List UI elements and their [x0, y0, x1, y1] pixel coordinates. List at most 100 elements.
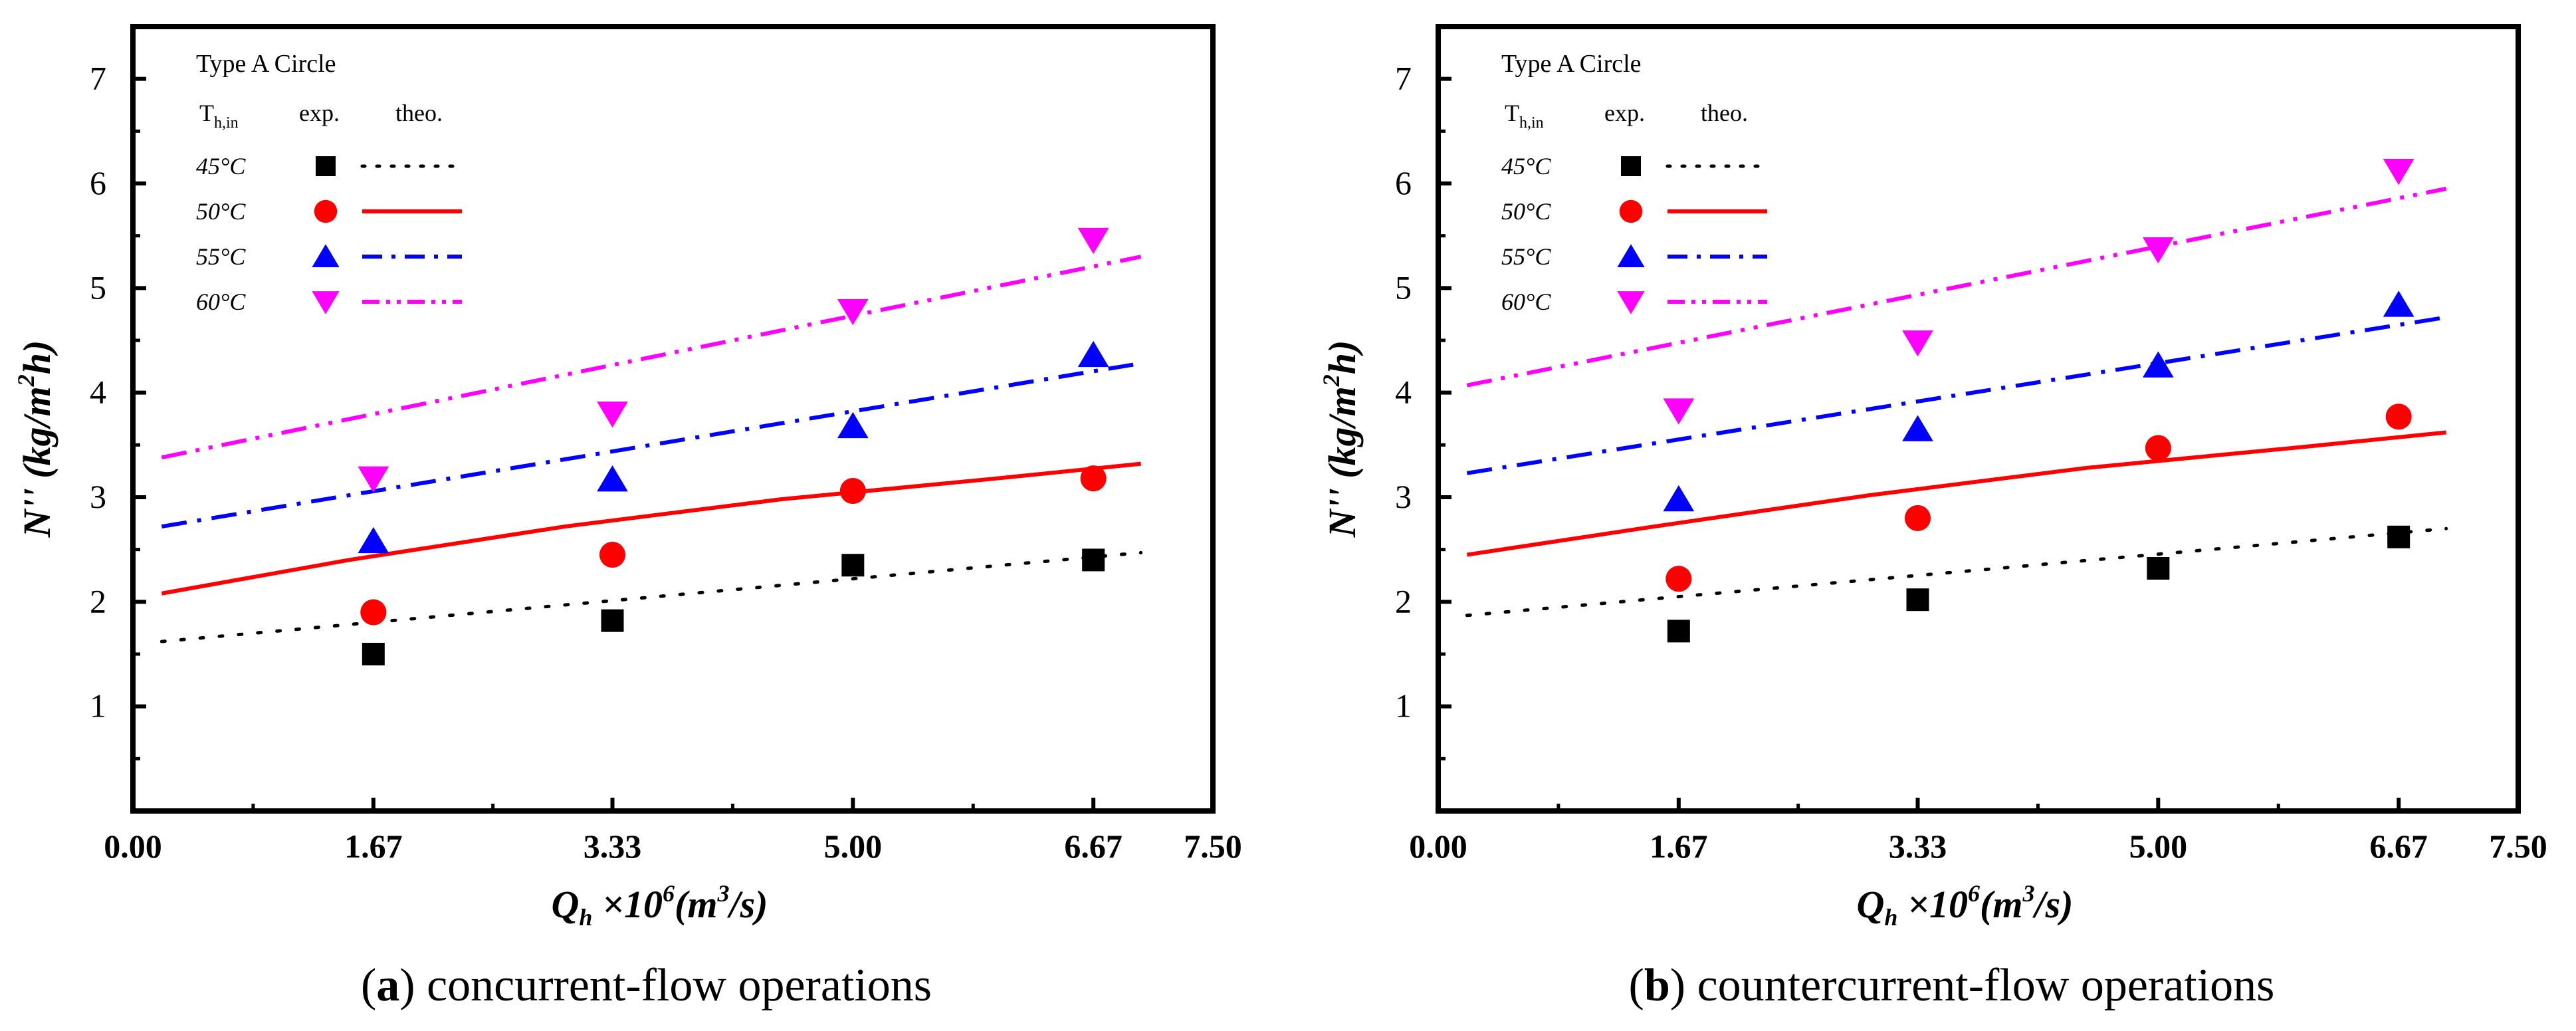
theo-line-1: [1466, 430, 2446, 557]
data-point-s3-3: [1077, 227, 1109, 255]
y-tick-label: 7: [1395, 60, 1412, 97]
xlabel-rest1: ×10: [1897, 883, 1968, 926]
theo-line-3: [161, 255, 1142, 460]
y-tick-label: 2: [1395, 582, 1412, 620]
caption-letter: b: [1644, 960, 1670, 1011]
chart-panel-a: 0.00 1.67 3.33 5.00 6.67 7.50 1 2 3 4 5 6 7 Type A Ci…: [13, 24, 1242, 1011]
figure-caption: (a) concurrent-flow operations: [361, 960, 932, 1011]
legend-series-name: 55°C: [1501, 243, 1551, 270]
data-point-s2-1: [597, 465, 628, 492]
data-point-s3-1: [1902, 330, 1933, 357]
legend-series-name: 55°C: [196, 243, 246, 270]
legend-series-name: 45°C: [1501, 153, 1551, 179]
caption-text: concurrent-flow operations: [415, 960, 932, 1011]
x-axis-label: Qh ×106(m3/s): [1857, 880, 2074, 931]
panel-title: Type A Circle: [1501, 50, 1642, 78]
legend-header-exp: exp.: [1604, 100, 1645, 126]
data-point-s0-2: [2147, 556, 2170, 580]
caption-open-paren: (: [361, 960, 376, 1011]
data-point-s1-0: [1665, 566, 1692, 592]
data-point-s0-0: [362, 643, 385, 665]
legend-marker-3: [312, 291, 340, 314]
x-tick-label: 1.67: [1650, 828, 1708, 865]
data-point-s1-2: [2145, 435, 2171, 461]
data-point-s2-2: [837, 411, 869, 439]
ylabel-sup: 2: [1318, 374, 1344, 387]
data-point-s1-3: [2385, 403, 2412, 430]
data-point-s2-3: [2383, 290, 2415, 317]
legend-header-exp: exp.: [299, 100, 340, 126]
plot-frame: [1436, 24, 2521, 814]
ylabel-main: N'' (kg/m: [1321, 386, 1364, 538]
legend-marker-0: [1621, 156, 1641, 176]
xlabel-rest2: (m: [1980, 883, 2022, 926]
ylabel-main: N'' (kg/m: [15, 386, 58, 538]
data-point-s2-0: [358, 526, 389, 554]
data-point-s1-1: [1904, 505, 1931, 532]
legend-marker-2: [312, 244, 340, 267]
legend-series-name: 50°C: [196, 198, 246, 225]
y-tick-label: 1: [90, 687, 106, 725]
theo-line-2: [1466, 315, 2447, 475]
legend-temp-sub: h,in: [214, 114, 239, 132]
x-tick-label: 5.00: [824, 828, 883, 865]
panel-title: Type A Circle: [196, 50, 336, 78]
x-tick-label: 1.67: [344, 828, 403, 865]
caption-close-paren: ): [399, 960, 415, 1011]
ylabel-rest: h): [15, 340, 58, 375]
data-point-s2-3: [1077, 340, 1109, 368]
legend-series-name: 60°C: [196, 288, 246, 315]
theo-line-3: [1466, 186, 2447, 388]
y-tick-label: 3: [90, 478, 106, 515]
x-tick-label: 6.67: [1064, 828, 1123, 865]
xlabel-sub: h: [1884, 904, 1897, 931]
legend-marker-3: [1617, 291, 1645, 314]
xlabel-sup2: 3: [716, 880, 729, 907]
legend-header-theo: theo.: [395, 100, 443, 126]
legend-marker-2: [1617, 244, 1645, 267]
legend-marker-1: [1619, 199, 1643, 223]
legend: Th,in exp. theo. 45°C 50°C 55°C 60°C: [1501, 100, 1769, 315]
x-tick-label: 3.33: [1889, 828, 1947, 865]
legend-header-theo: theo.: [1701, 100, 1748, 126]
legend-temp-main: T: [1505, 100, 1519, 126]
y-tick-label: 5: [90, 269, 106, 306]
y-tick-label: 2: [90, 582, 106, 620]
x-tick-label: 6.67: [2369, 828, 2428, 865]
theo-line-1: [161, 461, 1141, 596]
data-point-s0-1: [1906, 588, 1929, 612]
y-tick-label: 6: [1395, 164, 1412, 201]
legend-marker-1: [314, 199, 338, 223]
y-tick-label: 1: [1395, 687, 1412, 725]
data-point-s3-3: [2383, 159, 2415, 185]
y-tick-label: 4: [90, 374, 106, 411]
data-point-s2-2: [2142, 351, 2174, 378]
y-tick-label: 5: [1395, 269, 1412, 306]
legend-temp-sub: h,in: [1519, 114, 1544, 132]
xlabel-sub: h: [579, 904, 592, 931]
data-point-s3-1: [597, 401, 628, 428]
y-axis-label: N'' (kg/m2h): [13, 340, 58, 538]
y-tick-label: 3: [1395, 478, 1412, 515]
xlabel-sup: 6: [663, 880, 675, 907]
xlabel-sup: 6: [1968, 880, 1980, 907]
xlabel-rest3: /s): [2032, 883, 2073, 926]
legend-series-name: 60°C: [1501, 288, 1551, 315]
y-tick-label: 6: [90, 164, 106, 201]
data-point-s1-0: [360, 599, 387, 626]
ylabel-rest: h): [1321, 340, 1364, 375]
x-tick-label: 5.00: [2129, 828, 2188, 865]
data-point-s0-0: [1667, 620, 1690, 643]
data-point-s1-3: [1080, 465, 1107, 492]
x-tick-label: 0.00: [1409, 828, 1467, 865]
legend-header-temp: Th,in: [1505, 100, 1544, 132]
ylabel-sup: 2: [13, 374, 39, 387]
x-tick-label: 3.33: [584, 828, 642, 865]
x-tick-label: 7.50: [2489, 828, 2547, 865]
x-tick-label: 0.00: [104, 828, 162, 865]
data-point-s3-2: [2142, 237, 2174, 264]
figure-caption: (b) countercurrent-flow operations: [1629, 960, 2275, 1011]
xlabel-rest1: ×10: [592, 883, 663, 926]
data-point-s1-2: [839, 478, 866, 505]
caption-letter: a: [376, 960, 399, 1011]
